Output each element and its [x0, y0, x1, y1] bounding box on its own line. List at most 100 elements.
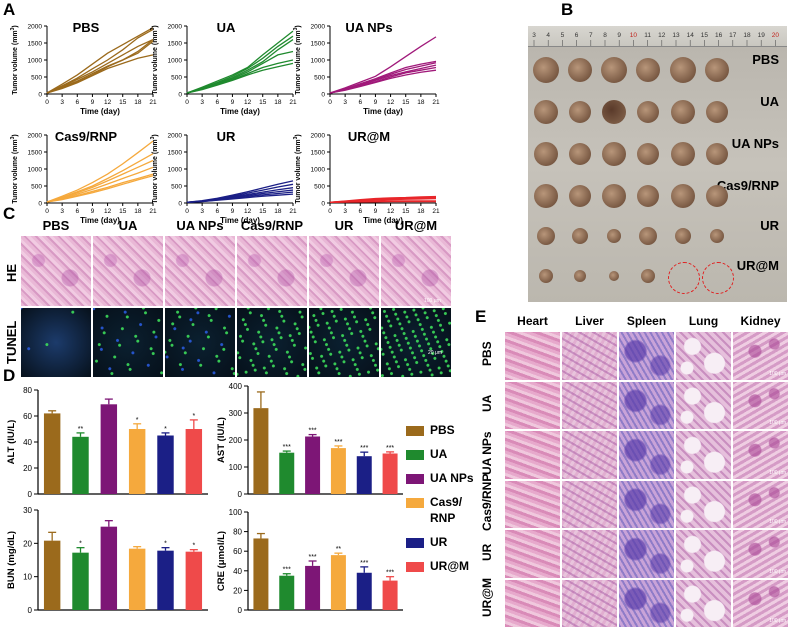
chart-title: Cas9/RNP: [55, 129, 117, 144]
organ-tissue-image: 100 μm: [732, 331, 789, 381]
organ-tissue-image: [618, 479, 675, 529]
organ-tissue-image: [504, 430, 561, 480]
organ-tissue-image: [561, 380, 618, 430]
y-tick-label: 10: [23, 573, 32, 582]
chart-title: UA: [217, 20, 236, 35]
tunel-image: [308, 307, 380, 378]
x-axis-label: Time (day): [363, 107, 403, 116]
y-tick-label: 1500: [28, 150, 43, 157]
bar: [305, 565, 321, 610]
y-tick-label: 1500: [28, 41, 43, 48]
tunel-image: [20, 307, 92, 378]
x-tick-label: 3: [60, 99, 64, 106]
panel-label-d: D: [3, 366, 16, 385]
bar-chart-bun: 0 10 20 30 BUN (mg/dL) * * *: [6, 506, 208, 615]
tumor: [639, 227, 657, 245]
x-tick-label: 9: [374, 208, 378, 215]
he-image: [20, 235, 92, 307]
x-tick-label: 3: [200, 99, 204, 106]
y-tick-label: 1500: [168, 150, 183, 157]
organ-tissue-image: 100 μm: [732, 479, 789, 529]
bar: [253, 538, 269, 610]
series-line: [46, 39, 154, 94]
organ-column-label: Kidney: [740, 314, 781, 328]
bar: [279, 452, 295, 494]
series-line: [186, 30, 294, 94]
x-axis-label: Time (day): [220, 216, 260, 225]
x-tick-label: 3: [343, 99, 347, 106]
organ-tissue-image: [504, 380, 561, 430]
y-tick-label: 40: [233, 567, 242, 576]
y-tick-label: 100: [229, 508, 243, 517]
row-label-tunel: TUNEL: [4, 320, 19, 364]
tumor-row-label: UA: [760, 94, 779, 109]
significance-mark: **: [78, 426, 84, 433]
y-tick-label: 2000: [168, 133, 183, 140]
y-tick-label: 0: [178, 201, 182, 208]
y-axis-label: Tumor volume (mm3): [10, 25, 19, 95]
x-tick-label: 15: [259, 208, 267, 215]
organ-row-label: UR@M: [480, 577, 494, 617]
legend-label-ua: UA: [430, 447, 448, 461]
tumor: [637, 143, 659, 165]
ruler-number: 11: [644, 32, 651, 39]
tumor: [641, 269, 655, 283]
bar: [279, 575, 295, 610]
ruler-number: 8: [603, 32, 607, 39]
y-axis-label: Tumor volume (mm3): [150, 25, 159, 95]
significance-mark: ***: [360, 445, 368, 452]
ruler-number: 9: [617, 32, 621, 39]
panel-label-c: C: [3, 204, 16, 223]
y-tick-label: 0: [178, 92, 182, 99]
tumor: [671, 100, 695, 124]
organ-row-label: PBS: [480, 341, 494, 366]
organ-tissue-image: [675, 430, 732, 480]
organ-tissue-image: [561, 331, 618, 381]
x-tick-label: 9: [374, 99, 378, 106]
line-chart-cas9-rnp: 0 500 1000 1500 2000 0 3 6 9 12 15 18 21 Time (day) Tu…: [10, 129, 157, 225]
tumor-photo: 3 4 5 6 7 8 9 10 11 12 13 14 15 16 17 18 19 20 PBS UA UA NP…: [528, 26, 787, 302]
histology-column-label: UR: [334, 218, 354, 233]
organ-histology: Heart Liver Spleen Lung Kidney PBS 100 μm UA 100…: [474, 314, 789, 628]
tumor: [602, 184, 626, 208]
organ-column-label: Lung: [688, 314, 719, 328]
y-tick-label: 1000: [28, 58, 43, 65]
tumor: [602, 142, 626, 166]
series-line: [186, 35, 294, 94]
tumor-histology: PBS UA UA NPs Cas9/RNP UR UR@M HE TUNEL 100 μm 20…: [0, 218, 452, 378]
y-tick-label: 80: [23, 386, 32, 395]
y-tick-label: 0: [28, 490, 33, 499]
organ-tissue-image: [504, 479, 561, 529]
tunel-image: [92, 307, 164, 378]
legend-swatch: [406, 538, 424, 548]
significance-mark: *: [192, 543, 195, 550]
x-tick-label: 0: [45, 99, 49, 106]
tumor: [706, 185, 728, 207]
x-axis-label: Time (day): [80, 107, 120, 116]
tumor: [533, 57, 559, 83]
legend: PBS UA UA NPs Cas9/ RNP UR UR@M: [406, 423, 476, 623]
bar: [382, 580, 398, 610]
tumor: [710, 229, 724, 243]
significance-mark: ***: [283, 444, 291, 451]
tumor: [601, 57, 627, 83]
he-image: [236, 235, 308, 307]
organ-tissue-image: 100 μm: [732, 578, 789, 628]
tumor: [568, 58, 592, 82]
scale-bar-tunel: 20 μm: [428, 350, 442, 356]
significance-mark: ***: [308, 554, 316, 561]
organ-tissue-image: 100 μm: [732, 430, 789, 480]
tumor: [574, 270, 586, 282]
organ-row-label: UA NPs: [480, 431, 494, 476]
ruler-number: 3: [532, 32, 536, 39]
significance-mark: **: [336, 546, 342, 553]
x-tick-label: 15: [402, 208, 410, 215]
y-axis-label: Tumor volume (mm3): [293, 25, 302, 95]
significance-mark: ***: [334, 439, 342, 446]
series-line: [46, 166, 154, 203]
missing-tumor-marker: [702, 262, 734, 294]
x-tick-label: 6: [75, 208, 79, 215]
y-tick-label: 1000: [168, 58, 183, 65]
x-tick-label: 18: [274, 99, 282, 106]
